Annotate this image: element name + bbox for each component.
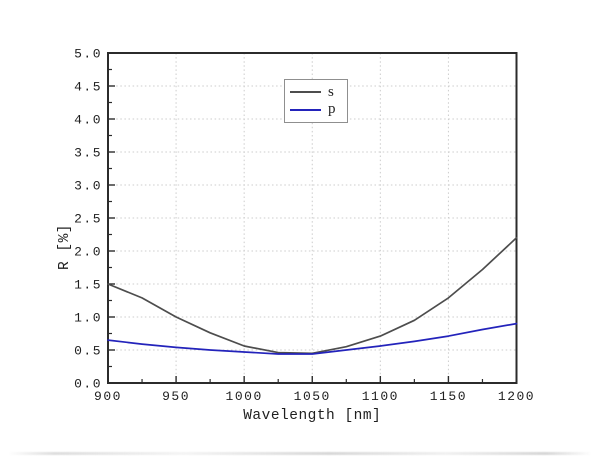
plot-frame — [107, 52, 518, 384]
x-tick-label: 1200 — [498, 389, 535, 404]
x-tick-label: 1150 — [430, 389, 467, 404]
x-tick-label: 1050 — [294, 389, 331, 404]
y-axis-title: R [%] — [57, 224, 73, 270]
x-tick-label: 900 — [94, 389, 122, 404]
legend-item-s: s — [290, 83, 341, 100]
series-curve-p — [107, 322, 518, 355]
legend-label-s: s — [328, 83, 334, 100]
y-tick-label: 0.5 — [74, 344, 102, 359]
legend-line-sample-s — [290, 91, 321, 94]
legend-item-p: p — [290, 102, 341, 117]
legend-label-p: p — [328, 101, 336, 118]
y-tick-label: 3.5 — [74, 146, 102, 161]
y-tick-label: 3.0 — [74, 179, 102, 194]
x-tick-label: 1100 — [362, 389, 399, 404]
x-axis-title: Wavelength [nm] — [243, 408, 381, 424]
y-tick-label: 1.5 — [74, 278, 102, 293]
y-tick-label: 5.0 — [74, 47, 102, 62]
y-tick-label: 4.5 — [74, 80, 102, 95]
scan-artifact — [8, 452, 592, 455]
x-tick-label: 1000 — [226, 389, 263, 404]
y-tick-label: 1.0 — [74, 311, 102, 326]
y-tick-label: 4.0 — [74, 113, 102, 128]
legend: s p — [284, 79, 348, 123]
y-tick-label: 2.5 — [74, 212, 102, 227]
x-tick-label: 950 — [162, 389, 190, 404]
y-tick-label: 0.0 — [74, 377, 102, 392]
legend-line-sample-p — [290, 108, 321, 111]
y-tick-label: 2.0 — [74, 245, 102, 260]
